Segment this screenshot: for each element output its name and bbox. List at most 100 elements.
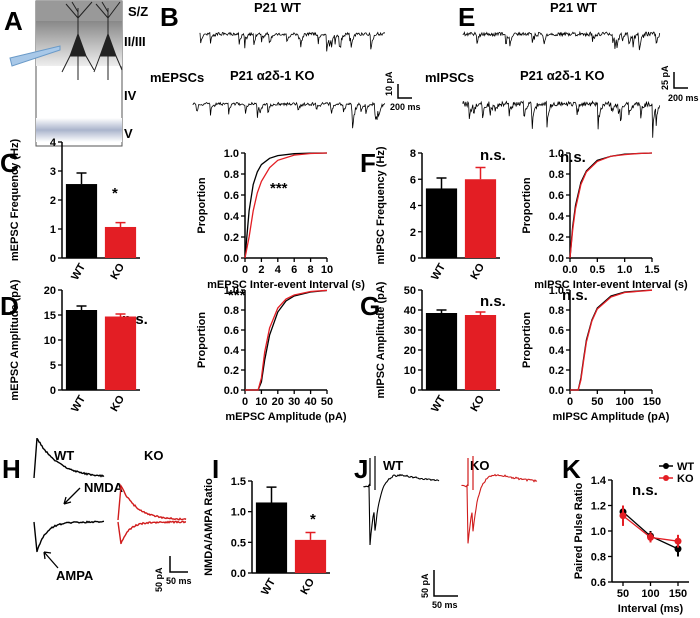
y-tick-label: 0.4 [224,345,240,357]
bar [255,502,288,573]
marker [647,533,654,541]
legend-marker [663,475,669,481]
bar [65,310,98,390]
x-tick-label: 40 [304,396,316,408]
trace [33,437,105,479]
error-bar [266,486,277,503]
x-tick-label: 1.5 [644,264,659,276]
error-bar [475,166,486,180]
x-tick-label: WT [69,261,88,282]
y-tick-label: 1.0 [549,285,564,297]
panel-letter: I [212,454,219,484]
x-tick-label: WT [69,393,88,414]
x-tick-label: 50 [321,396,333,408]
y-tick-label: 0.5 [231,537,246,549]
y-tick-label: 0.4 [549,211,565,223]
trace-title: WT [54,448,74,463]
trace [192,101,386,129]
y-tick-label: 0.8 [224,169,239,181]
y-axis-label: mIPSC Frequency (Hz) [375,146,387,264]
legend-label: KO [677,473,694,485]
trace-label: mEPSCs [150,70,204,85]
x-tick-label: 0 [242,264,248,276]
y-tick-label: 8 [410,148,416,160]
series-line [570,289,653,391]
trace-label: mIPSCs [425,70,474,85]
bar [425,188,458,258]
y-tick-label: 0.2 [224,365,239,377]
panel-letter: G [360,291,380,321]
scale-label: 50 pA [154,567,164,592]
y-axis-label: mIPSC Amplitude (pA) [375,281,387,398]
y-tick-label: 30 [404,325,416,337]
y-tick-label: 1.4 [591,475,607,487]
x-axis-label: mIPSC Inter-event Interval (s) [534,279,688,291]
y-axis-label: Paired Pulse Ratio [573,482,585,579]
trace-label: NMDA [84,480,124,495]
x-tick-label: 6 [291,264,297,276]
panel-letter: A [4,6,23,36]
error-bar [115,313,126,317]
x-axis-label: mEPSC Inter-event Interval (s) [207,279,365,291]
panel-letter: K [562,454,581,484]
x-tick-label: WT [429,261,448,282]
y-tick-label: 1 [50,224,56,236]
error-bar [305,531,316,540]
y-tick-label: 2 [50,195,56,207]
trace [117,520,187,545]
annotation: n.s. [480,293,506,310]
trace-title: P21 WT [550,0,597,15]
y-tick-label: 0.6 [549,325,564,337]
y-tick-label: 0.4 [549,345,565,357]
panel-letter: E [458,2,475,32]
error-bar [475,311,486,315]
scale-label: 10 pA [384,71,394,96]
y-tick-label: 50 [404,285,416,297]
legend-marker [663,463,669,469]
y-axis-label: Proportion [521,312,533,368]
y-axis-label: NMDA/AMPA Ratio [203,478,215,576]
error-bar [436,177,447,189]
x-tick-label: 0 [567,396,573,408]
y-tick-label: 15 [44,310,56,322]
y-tick-label: 0.0 [549,253,564,265]
series-line [622,511,679,550]
trace-label: AMPA [56,568,94,583]
bar [464,179,497,258]
trace-title: P21 α2δ-1 KO [230,68,315,83]
scale-bar [397,84,412,99]
scale-label: 200 ms [668,93,699,103]
x-tick-label: 8 [308,264,314,276]
x-tick-label: 10 [321,264,333,276]
y-tick-label: 4 [410,201,417,213]
x-tick-label: 150 [643,396,661,408]
y-tick-label: 0.0 [231,568,246,580]
y-tick-label: 0.0 [549,385,564,397]
scale-bar [433,570,458,597]
y-tick-label: 20 [44,285,56,297]
y-tick-label: 1.0 [224,148,239,160]
y-tick-label: 1.2 [591,501,606,513]
traces [33,30,661,553]
layer-label: V [124,126,133,141]
annotation: n.s. [632,482,658,499]
scale-bar [673,72,688,89]
x-tick-label: 1.0 [617,264,632,276]
scale-label: 25 pA [660,65,670,90]
trace [462,100,661,138]
bar [104,226,137,258]
panel-letter: J [354,454,368,484]
y-tick-label: 0.6 [591,577,606,589]
x-tick-label: 100 [615,396,633,408]
layer-label: S/Z [128,4,148,19]
scale-bar [169,556,188,573]
series-line [245,289,328,391]
scale-label: 50 ms [432,600,458,610]
y-axis-label: Proportion [521,177,533,233]
y-tick-label: 0 [50,253,56,265]
marker [674,545,682,553]
y-axis-label: mEPSC Frequency (Hz) [9,139,21,262]
y-tick-label: 0 [410,253,416,265]
x-tick-label: 100 [641,588,659,600]
